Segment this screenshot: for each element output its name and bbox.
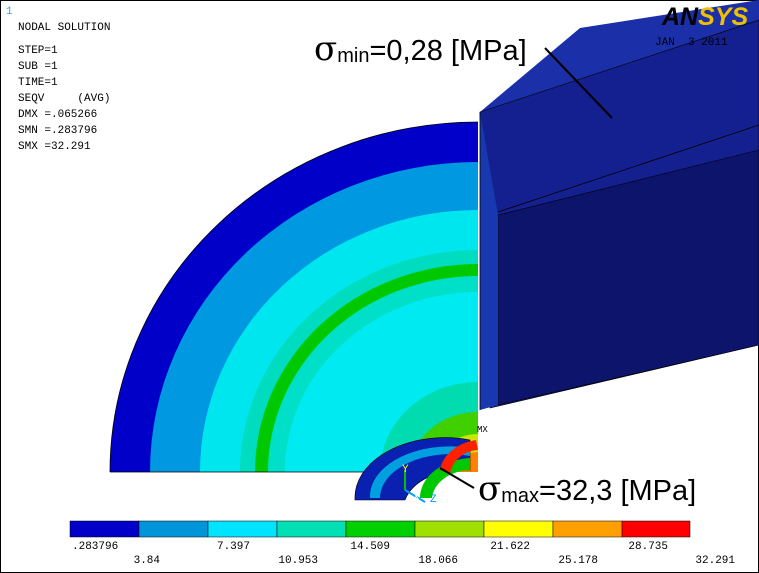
colorbar	[69, 520, 691, 538]
info-line: SEQV (AVG)	[18, 93, 110, 105]
annotation: σmin=0,28 [MPa]	[314, 29, 527, 69]
date: JAN 3 2011	[655, 37, 728, 49]
legend-label: 10.953	[278, 555, 318, 567]
axis-label: Z	[430, 494, 437, 506]
legend-label: 3.84	[134, 555, 161, 567]
info-title: NODAL SOLUTION	[18, 22, 110, 34]
info-line: DMX =.065266	[18, 109, 97, 121]
legend-label: 25.178	[558, 555, 598, 567]
axis-triad	[404, 470, 426, 503]
info-line: SMX =32.291	[18, 141, 91, 153]
sigma: σ	[314, 29, 337, 69]
info-line: STEP=1	[18, 45, 58, 57]
base-piece	[354, 437, 478, 501]
prism	[479, 0, 759, 410]
axis-label: X	[413, 492, 420, 504]
legend-label: 28.735	[628, 541, 668, 553]
axis-label: Y	[402, 464, 409, 476]
quarter-model	[109, 121, 479, 473]
annotation: σmax=32,3 [MPa]	[478, 469, 696, 509]
legend-label: 7.397	[217, 541, 250, 553]
info-line: SUB =1	[18, 61, 58, 73]
annotation-text: =0,28 [MPa]	[369, 35, 526, 67]
legend-label: 18.066	[418, 555, 458, 567]
legend-label: 32.291	[695, 555, 735, 567]
info-line: SMN =.283796	[18, 125, 97, 137]
legend-label: 21.622	[490, 541, 530, 553]
info-line: TIME=1	[18, 77, 58, 89]
subscript: min	[337, 45, 369, 67]
subscript: max	[501, 485, 539, 507]
legend-label: .283796	[72, 541, 118, 553]
window-index: 1	[6, 6, 13, 18]
annotation-text: =32,3 [MPa]	[539, 475, 696, 507]
leader-line	[439, 467, 475, 489]
max-marker: MX	[477, 425, 488, 435]
logo: ANSYS	[661, 3, 748, 31]
leader-line	[544, 47, 613, 119]
logo-part: AN	[661, 3, 699, 31]
sigma: σ	[478, 469, 501, 509]
legend-label: 14.509	[350, 541, 390, 553]
logo-part: SYS	[698, 3, 748, 31]
